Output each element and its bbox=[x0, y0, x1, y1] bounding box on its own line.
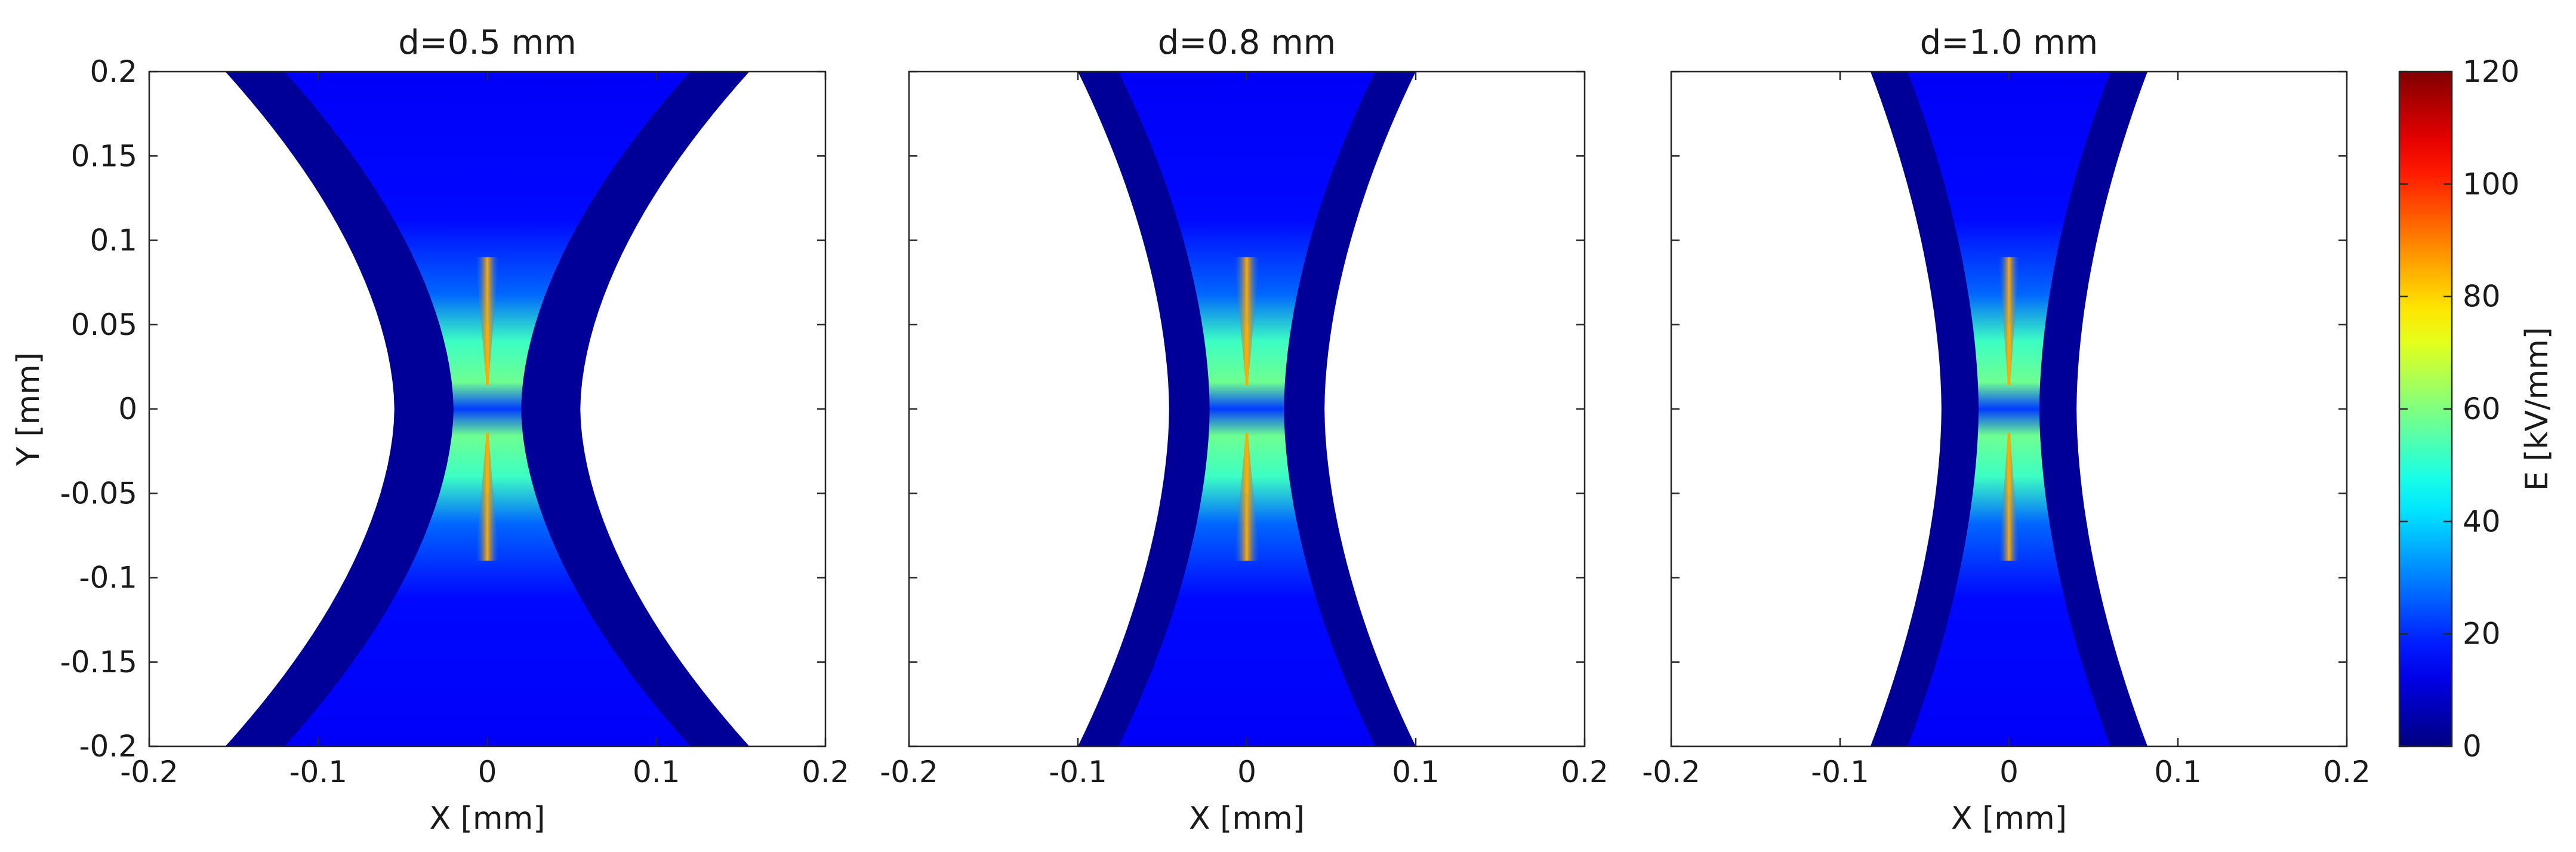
y-tick-label: 0.05 bbox=[71, 307, 137, 342]
x-tick-label: 0.2 bbox=[1561, 755, 1609, 789]
colorbar-tick-label: 100 bbox=[2463, 167, 2519, 201]
y-tick-label: -0.2 bbox=[79, 729, 137, 764]
subplot-2: -0.2 -0.1 0 0.1 0.2 d=0.8 mm X [mm] bbox=[880, 23, 1609, 836]
x-tick-label: -0.2 bbox=[1642, 755, 1700, 789]
y-tick-label: 0.15 bbox=[71, 139, 137, 173]
x-tick-label: 0 bbox=[1999, 755, 2019, 789]
y-tick-label: -0.05 bbox=[60, 476, 137, 510]
colorbar-label: E [kV/mm] bbox=[2519, 327, 2555, 491]
x-tick-label: -0.1 bbox=[1811, 755, 1869, 789]
upper-hotspot bbox=[1234, 257, 1260, 382]
x-tick-label: 0.2 bbox=[2323, 755, 2371, 789]
field-map bbox=[1078, 72, 1416, 746]
colorbar-tick-label: 40 bbox=[2463, 504, 2501, 539]
y-axis-label: Y [mm] bbox=[11, 352, 47, 466]
y-tick-label: 0.1 bbox=[90, 223, 137, 258]
x-axis-label: X [mm] bbox=[1189, 801, 1305, 836]
x-tick-label: 0.1 bbox=[2154, 755, 2202, 789]
x-tick-label: -0.2 bbox=[120, 755, 178, 789]
lower-hotspot bbox=[1234, 436, 1260, 561]
x-tick-label: -0.2 bbox=[880, 755, 938, 789]
upper-hotspot bbox=[1998, 257, 2020, 382]
gap-region bbox=[284, 72, 691, 746]
colorbar-tick-label: 80 bbox=[2463, 279, 2501, 314]
colorbar-tick-label: 20 bbox=[2463, 617, 2501, 651]
colorbar: 0 20 40 60 80 100 120 E [kV/mm] bbox=[2398, 54, 2555, 764]
colorbar-tick-label: 0 bbox=[2463, 729, 2482, 764]
subplot-title: d=1.0 mm bbox=[1920, 23, 2098, 62]
y-tick-label: -0.15 bbox=[60, 645, 137, 679]
x-tick-label: 0.1 bbox=[633, 755, 680, 789]
x-tick-label: 0 bbox=[478, 755, 497, 789]
subplots: -0.2 -0.1 0 0.1 0.20.20.150.10.050-0.05-0.1-… bbox=[11, 23, 2371, 836]
x-axis-label: X [mm] bbox=[429, 801, 545, 836]
y-tick-label: -0.1 bbox=[79, 561, 137, 595]
subplot-1: -0.2 -0.1 0 0.1 0.2 0.2 0.15 0.1 0.05 0 -0.05 -0.1 -… bbox=[11, 23, 849, 836]
y-tick-label: 0 bbox=[118, 392, 137, 426]
gap-region bbox=[1908, 72, 2110, 746]
subplot-title: d=0.8 mm bbox=[1158, 23, 1336, 62]
x-tick-label: 0.1 bbox=[1392, 755, 1440, 789]
subplot-3: -0.2 -0.1 0 0.1 0.2 d=1.0 mm X [mm] bbox=[1642, 23, 2371, 836]
field-map bbox=[225, 72, 750, 746]
subplot-title: d=0.5 mm bbox=[398, 23, 576, 62]
colorbar-tick-label: 120 bbox=[2463, 54, 2519, 89]
x-tick-label: 0 bbox=[1237, 755, 1256, 789]
colorbar-tick-label: 60 bbox=[2463, 392, 2501, 426]
gap-region bbox=[1118, 72, 1376, 746]
y-tick-label: 0.2 bbox=[90, 54, 137, 89]
lower-hotspot bbox=[475, 436, 500, 561]
colorbar-gradient bbox=[2399, 72, 2452, 746]
field-map bbox=[1870, 72, 2148, 746]
upper-hotspot bbox=[475, 257, 500, 382]
x-tick-label: 0.2 bbox=[802, 755, 849, 789]
x-tick-label: -0.1 bbox=[289, 755, 347, 789]
lower-hotspot bbox=[1998, 436, 2020, 561]
x-axis-label: X [mm] bbox=[1951, 801, 2067, 836]
x-tick-label: -0.1 bbox=[1049, 755, 1107, 789]
